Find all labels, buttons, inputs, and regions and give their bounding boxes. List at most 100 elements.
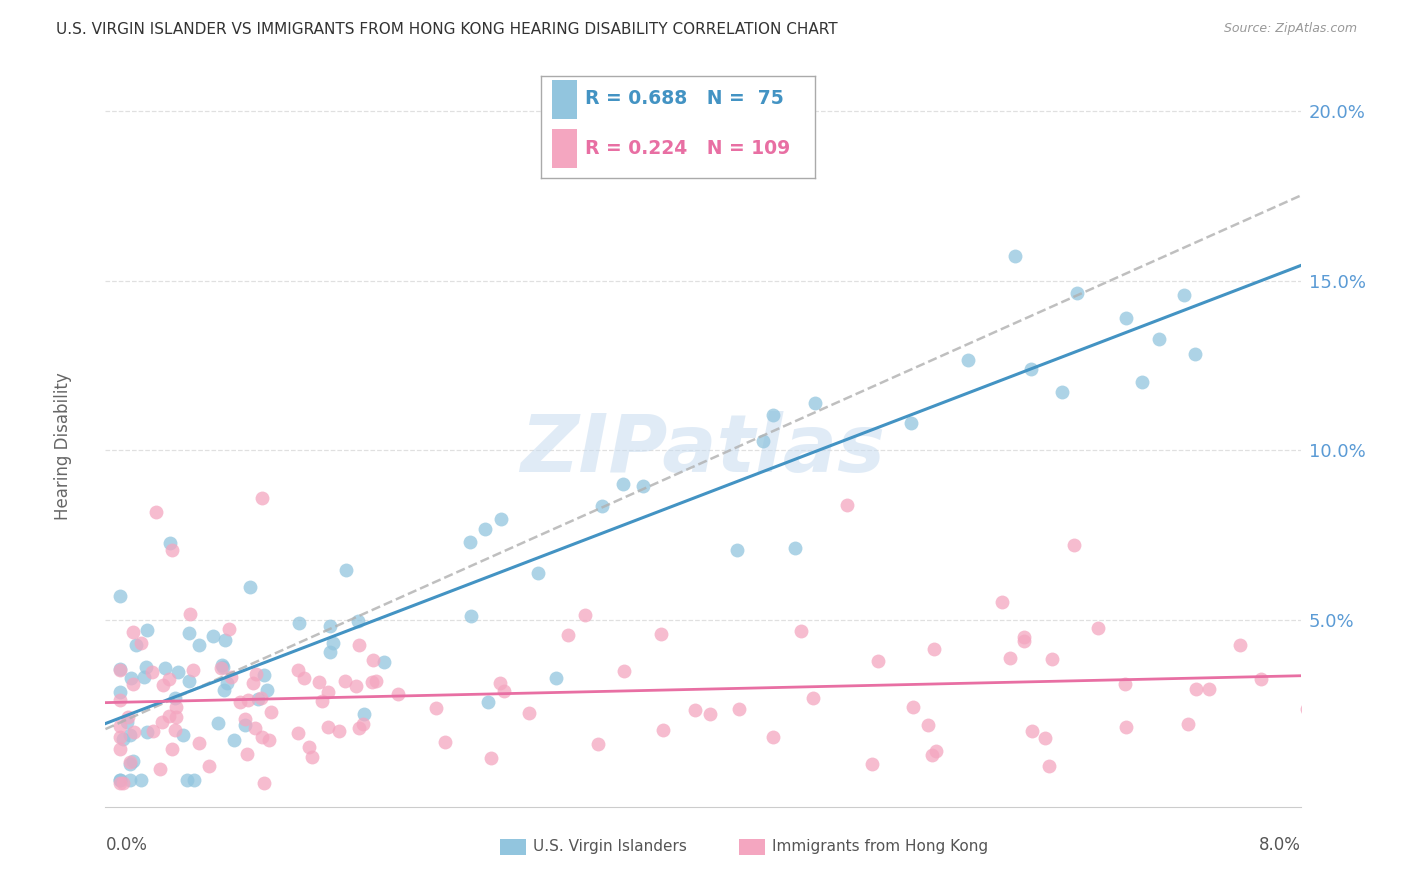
Point <box>1014 633 1036 648</box>
Point <box>319 619 342 633</box>
Point <box>725 542 748 557</box>
Point <box>333 674 356 689</box>
Bar <box>740 839 765 855</box>
Point <box>122 754 145 768</box>
Point <box>1295 702 1317 716</box>
Point <box>172 728 194 742</box>
Bar <box>553 129 576 168</box>
Point <box>474 522 496 536</box>
Point <box>245 666 267 681</box>
Point <box>699 706 721 721</box>
Point <box>837 498 859 512</box>
Point <box>1004 249 1026 263</box>
Point <box>129 773 152 788</box>
Point <box>901 700 924 714</box>
Point <box>253 667 276 681</box>
Point <box>118 773 141 788</box>
Point <box>212 682 235 697</box>
Point <box>335 563 357 577</box>
Point <box>612 477 634 491</box>
Point <box>117 710 139 724</box>
Point <box>344 680 367 694</box>
Point <box>957 353 980 368</box>
Point <box>229 695 252 709</box>
Point <box>1173 288 1195 302</box>
Point <box>922 641 945 656</box>
Point <box>110 684 132 698</box>
Point <box>868 654 890 668</box>
Text: U.S. VIRGIN ISLANDER VS IMMIGRANTS FROM HONG KONG HEARING DISABILITY CORRELATION: U.S. VIRGIN ISLANDER VS IMMIGRANTS FROM … <box>56 22 838 37</box>
Point <box>1050 384 1073 399</box>
Point <box>188 736 211 750</box>
Point <box>122 676 145 690</box>
Point <box>762 409 785 423</box>
Point <box>110 662 132 676</box>
Point <box>222 733 245 747</box>
Point <box>135 659 157 673</box>
Text: 0.0%: 0.0% <box>105 836 148 854</box>
Point <box>1114 677 1136 691</box>
Point <box>179 607 201 621</box>
Point <box>233 712 256 726</box>
Point <box>591 499 613 513</box>
Point <box>557 628 579 642</box>
Point <box>217 675 239 690</box>
Point <box>546 671 568 685</box>
Point <box>110 719 132 733</box>
Point <box>683 703 706 717</box>
Bar <box>501 839 526 855</box>
Point <box>166 665 188 679</box>
Point <box>353 706 375 721</box>
Point <box>900 416 922 430</box>
Text: Hearing Disability: Hearing Disability <box>55 372 72 520</box>
Point <box>1130 376 1153 390</box>
Point <box>489 512 512 526</box>
Point <box>207 715 229 730</box>
Point <box>458 535 481 549</box>
Point <box>308 674 330 689</box>
Point <box>322 635 344 649</box>
Point <box>141 665 163 679</box>
Point <box>316 685 339 699</box>
Point <box>110 773 132 788</box>
Point <box>157 709 180 723</box>
Point <box>328 724 350 739</box>
Point <box>361 674 384 689</box>
Point <box>349 721 371 735</box>
Point <box>247 691 270 706</box>
Point <box>157 673 180 687</box>
Point <box>311 693 333 707</box>
Text: U.S. Virgin Islanders: U.S. Virgin Islanders <box>533 839 688 854</box>
Point <box>235 718 257 732</box>
Point <box>122 624 145 639</box>
Point <box>364 674 387 689</box>
Point <box>347 639 370 653</box>
Point <box>1198 681 1220 696</box>
Point <box>198 759 221 773</box>
Point <box>236 747 259 761</box>
Point <box>211 657 233 672</box>
Point <box>298 739 321 754</box>
Point <box>243 721 266 735</box>
Point <box>219 669 242 683</box>
Point <box>586 737 609 751</box>
Point <box>1066 286 1088 301</box>
Point <box>165 709 187 723</box>
Point <box>1087 620 1109 634</box>
Text: 8.0%: 8.0% <box>1258 836 1301 854</box>
Point <box>176 773 198 788</box>
Text: Source: ZipAtlas.com: Source: ZipAtlas.com <box>1223 22 1357 36</box>
Point <box>162 543 184 558</box>
Point <box>132 670 155 684</box>
Point <box>477 695 499 709</box>
Point <box>287 615 309 630</box>
Point <box>111 731 134 746</box>
Point <box>162 741 184 756</box>
Point <box>152 678 174 692</box>
Point <box>153 661 176 675</box>
Point <box>652 723 675 738</box>
Point <box>110 741 132 756</box>
Point <box>460 609 482 624</box>
Point <box>526 566 548 580</box>
Point <box>801 690 824 705</box>
